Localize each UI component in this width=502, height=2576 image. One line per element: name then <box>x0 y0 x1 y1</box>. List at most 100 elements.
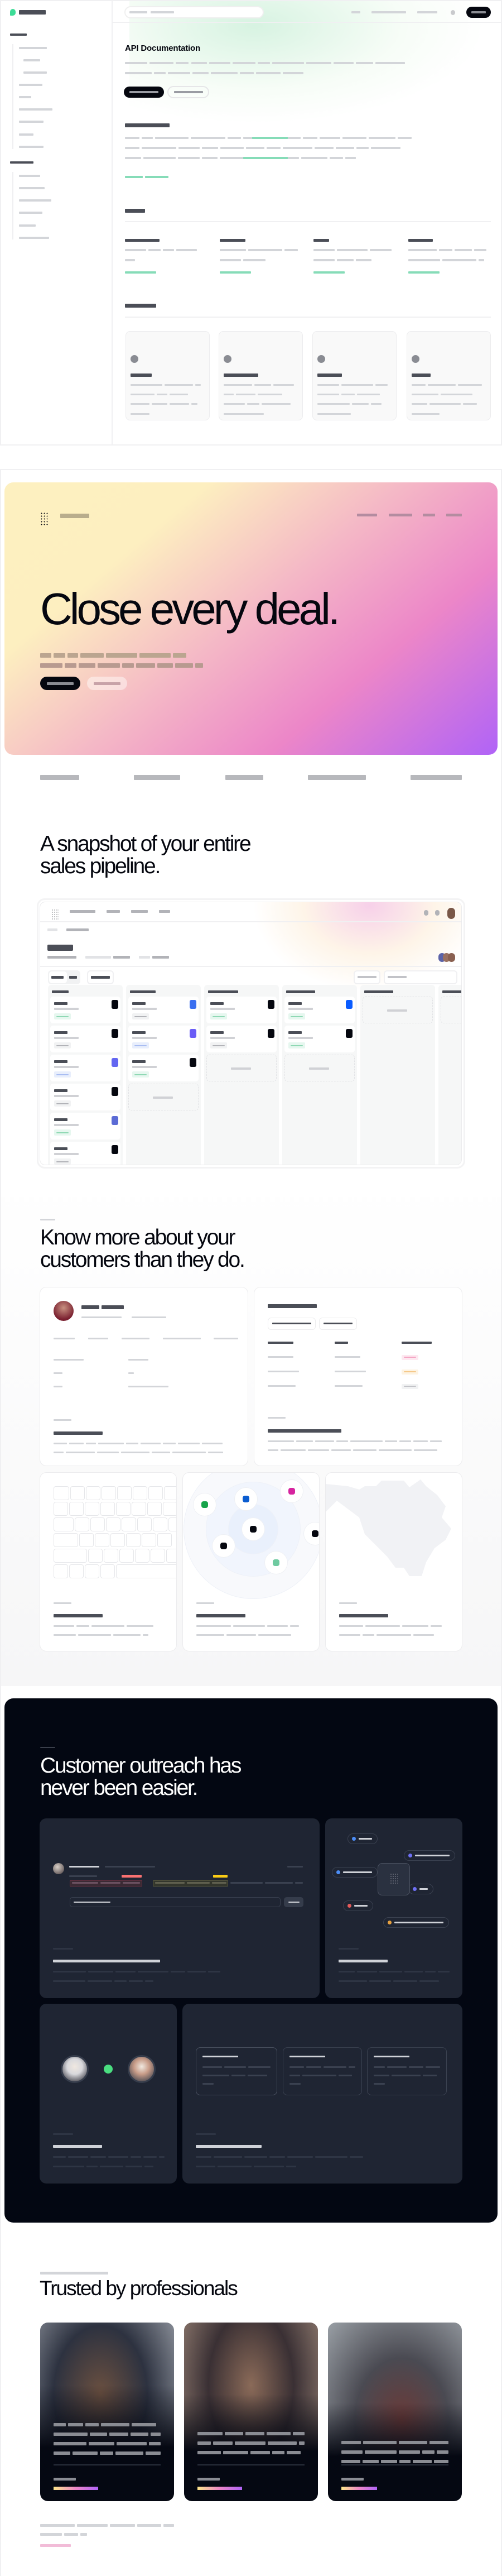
text-placeholder <box>155 137 189 139</box>
divider <box>341 2464 448 2465</box>
read-more-link[interactable] <box>40 2544 71 2547</box>
resource-card[interactable] <box>219 331 303 420</box>
message-input[interactable] <box>70 1897 281 1907</box>
text-placeholder <box>412 413 440 415</box>
text-placeholder <box>125 123 170 127</box>
link <box>220 271 251 274</box>
text-placeholder <box>399 2460 411 2463</box>
secondary-button[interactable] <box>167 86 209 98</box>
text-placeholder <box>369 1980 391 1982</box>
author-name <box>341 2478 364 2481</box>
text-placeholder <box>134 1016 147 1017</box>
text-placeholder <box>54 2451 71 2455</box>
deals-table-card[interactable] <box>254 1287 462 1466</box>
keyboard-key <box>110 1533 125 1547</box>
sidebar-item <box>19 47 47 49</box>
notification-icon <box>424 910 428 916</box>
text-placeholder <box>365 1625 400 1627</box>
text-placeholder <box>140 1443 161 1444</box>
text-placeholder <box>54 1060 67 1063</box>
email-composer-card[interactable] <box>40 1818 320 1998</box>
text-placeholder <box>137 2524 161 2527</box>
sequence-step[interactable] <box>196 2047 277 2095</box>
sequence-step[interactable] <box>367 2047 447 2095</box>
keyboard-key <box>132 1502 146 1516</box>
text-placeholder <box>335 1371 366 1372</box>
company-logo-icon <box>112 1087 118 1096</box>
keyboard-key <box>157 1533 172 1547</box>
text-placeholder <box>162 1443 176 1444</box>
text-placeholder <box>168 72 191 74</box>
text-placeholder <box>370 147 400 149</box>
integrations-card[interactable] <box>325 1818 462 1998</box>
keyboard-key <box>148 1486 163 1500</box>
text-placeholder <box>187 1882 210 1884</box>
text-placeholder <box>224 2066 246 2068</box>
keyboard-key <box>122 1517 136 1531</box>
nav-link <box>423 514 435 516</box>
keyboard-key <box>147 1502 162 1516</box>
text-placeholder <box>358 976 376 978</box>
user-avatar-icon[interactable] <box>451 10 455 15</box>
map-card[interactable] <box>325 1472 462 1651</box>
brand-logo-icon <box>40 512 49 526</box>
text-placeholder <box>175 663 193 668</box>
text-placeholder <box>81 1305 99 1309</box>
text-placeholder <box>139 956 150 959</box>
text-placeholder <box>269 2156 285 2158</box>
video-call-card[interactable] <box>40 2004 177 2184</box>
text-placeholder <box>248 2066 271 2068</box>
participant-avatar <box>61 2055 89 2083</box>
text-placeholder <box>324 1323 353 1324</box>
text-placeholder <box>170 394 188 395</box>
text-placeholder <box>128 1980 143 1982</box>
text-placeholder <box>213 1045 225 1046</box>
text-placeholder <box>155 1882 185 1884</box>
outreach-heading: Customer outreach has never been easier. <box>40 1754 242 1800</box>
testimonial-card[interactable] <box>40 2323 174 2501</box>
text-placeholder <box>54 1386 62 1387</box>
text-placeholder <box>224 384 253 386</box>
testimonial-card[interactable] <box>184 2323 318 2501</box>
text-placeholder <box>196 2145 262 2148</box>
text-placeholder <box>191 62 207 64</box>
nav-link <box>131 910 148 913</box>
resource-card[interactable] <box>312 331 397 420</box>
text-placeholder <box>339 2075 352 2076</box>
resource-card[interactable] <box>126 331 210 420</box>
text-placeholder <box>404 1971 423 1972</box>
text-placeholder <box>244 2156 267 2158</box>
text-placeholder <box>78 1634 112 1636</box>
keyboard-key <box>106 1517 120 1531</box>
text-placeholder <box>317 384 339 386</box>
keyboard-shortcuts-card[interactable] <box>40 1472 177 1651</box>
text-placeholder <box>131 374 152 377</box>
text-placeholder <box>132 1066 157 1068</box>
sidebar-item <box>19 108 52 111</box>
contact-dot <box>201 1501 208 1508</box>
search-input[interactable] <box>124 6 264 18</box>
text-placeholder <box>54 1037 79 1039</box>
keyboard-key <box>166 1549 176 1563</box>
text-placeholder <box>335 1342 348 1344</box>
sequence-step[interactable] <box>283 2047 362 2095</box>
resource-card[interactable] <box>407 331 491 420</box>
sidebar-item <box>19 175 40 177</box>
contact-dot <box>288 1488 295 1495</box>
customer-logo <box>308 775 366 780</box>
text-placeholder <box>88 1971 113 1972</box>
text-placeholder <box>288 1037 313 1039</box>
text-placeholder <box>191 137 226 139</box>
sequence-steps-card[interactable] <box>182 2004 462 2184</box>
text-placeholder <box>404 1371 416 1372</box>
customer-profile-card[interactable] <box>40 1287 248 1466</box>
text-placeholder <box>408 239 433 242</box>
pipeline-heading: A snapshot of your entire sales pipeline… <box>40 832 252 878</box>
text-placeholder <box>288 1031 302 1034</box>
network-graph-card[interactable] <box>182 1472 320 1651</box>
profile-tab <box>163 1338 201 1339</box>
company-logo-icon <box>112 1029 118 1038</box>
testimonial-card[interactable] <box>328 2323 462 2501</box>
text-placeholder <box>289 2056 325 2057</box>
text-placeholder <box>356 394 380 395</box>
